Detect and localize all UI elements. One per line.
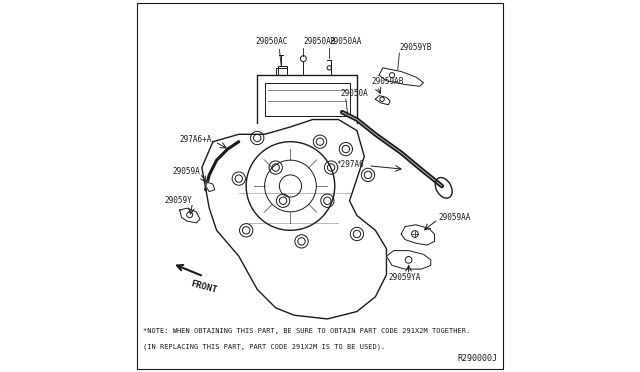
Text: 29059A: 29059A <box>172 167 200 176</box>
Text: 29050AC: 29050AC <box>255 38 288 46</box>
Polygon shape <box>401 225 435 245</box>
Text: 29059YB: 29059YB <box>399 43 432 52</box>
Bar <box>278 66 287 75</box>
Text: *NOTE: WHEN OBTAINING THIS PART, BE SURE TO OBTAIN PART CODE 291X2M TOGETHER.: *NOTE: WHEN OBTAINING THIS PART, BE SURE… <box>143 328 470 334</box>
Polygon shape <box>379 68 424 86</box>
Text: 29050AA: 29050AA <box>329 38 362 46</box>
Polygon shape <box>205 182 215 192</box>
Text: 29050A: 29050A <box>340 89 368 98</box>
Text: 29059AA: 29059AA <box>438 213 470 222</box>
Polygon shape <box>387 251 431 269</box>
Polygon shape <box>376 96 390 105</box>
Text: R290000J: R290000J <box>457 354 497 363</box>
Text: 29059YA: 29059YA <box>388 273 420 282</box>
Text: 29059AB: 29059AB <box>372 77 404 86</box>
Text: FRONT: FRONT <box>189 279 218 295</box>
Text: 29059Y: 29059Y <box>165 196 193 205</box>
Text: 29050AB: 29050AB <box>303 38 336 46</box>
Polygon shape <box>180 208 200 223</box>
Text: 297A6+A: 297A6+A <box>180 135 212 144</box>
Text: (IN REPLACING THIS PART, PART CODE 291X2M IS TO BE USED).: (IN REPLACING THIS PART, PART CODE 291X2… <box>143 344 385 350</box>
Text: *297A6: *297A6 <box>337 160 364 169</box>
